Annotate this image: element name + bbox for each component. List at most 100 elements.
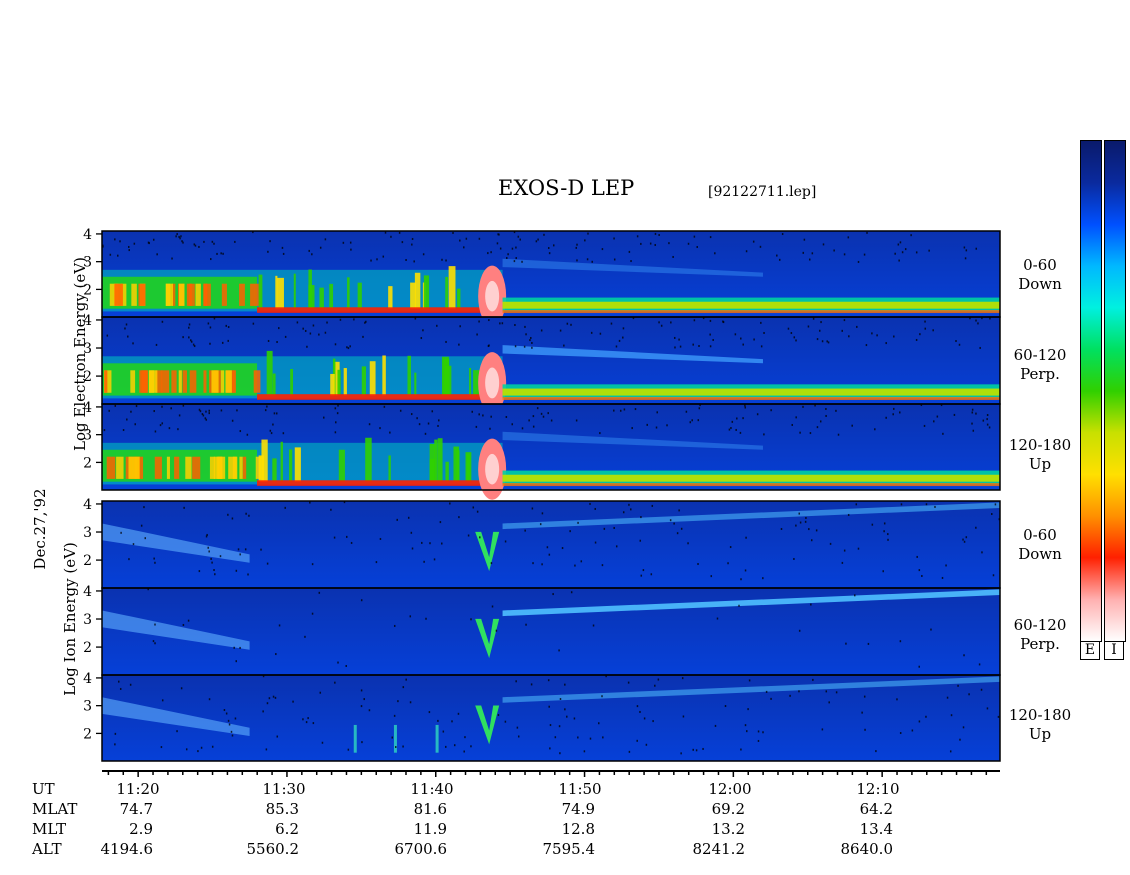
noise-dot: [687, 542, 689, 545]
noise-dot: [605, 675, 607, 678]
noise-dot: [180, 687, 183, 690]
hot-patch: [104, 370, 108, 393]
time-tick: [554, 771, 556, 775]
noise-dot: [592, 624, 595, 627]
hot-patch: [109, 283, 119, 306]
noise-dot: [559, 698, 562, 701]
noise-dot: [308, 249, 310, 252]
noise-dot: [746, 730, 748, 733]
noise-dot: [994, 503, 997, 506]
noise-dot: [919, 333, 921, 336]
noise-dot: [897, 243, 900, 246]
time-tick: [494, 771, 497, 775]
noise-dot: [735, 428, 737, 431]
noise-dot: [856, 325, 858, 328]
noise-dot: [133, 242, 136, 245]
noise-dot: [807, 325, 810, 328]
noise-dot: [745, 536, 747, 539]
noise-dot: [247, 573, 249, 576]
burst: [308, 269, 312, 309]
noise-dot: [278, 624, 281, 627]
noise-dot: [645, 743, 648, 746]
burst: [258, 274, 263, 309]
noise-dot: [227, 513, 229, 516]
noise-dot: [808, 528, 810, 531]
noise-dot: [413, 260, 415, 263]
noise-dot: [296, 321, 299, 324]
noise-dot: [601, 564, 604, 567]
noise-dot: [208, 409, 210, 412]
noise-dot: [122, 429, 125, 432]
time-tick: [687, 771, 690, 775]
noise-dot: [682, 715, 685, 718]
noise-dot: [376, 258, 378, 261]
low-red-band: [257, 394, 503, 400]
noise-dot: [276, 341, 278, 344]
noise-dot: [564, 683, 566, 686]
noise-dot: [345, 664, 347, 667]
noise-dot: [368, 709, 371, 712]
time-tick: [345, 771, 348, 775]
noise-dot: [722, 320, 724, 323]
noise-dot: [153, 410, 155, 413]
noise-dot: [740, 578, 742, 581]
noise-dot: [188, 336, 190, 339]
time-tick: [583, 771, 586, 777]
y-tick: [96, 503, 102, 505]
angle-range: 60-120: [1013, 616, 1067, 634]
noise-dot: [577, 521, 579, 524]
noise-dot: [505, 415, 508, 418]
ion-panel-2-label: 120-180 Up: [1000, 706, 1080, 744]
noise-dot: [144, 537, 147, 540]
hot-patch: [141, 370, 148, 393]
noise-dot: [334, 407, 337, 410]
noise-dot: [650, 573, 653, 576]
noise-dot: [239, 430, 242, 433]
noise-dot: [851, 424, 853, 427]
noise-dot: [656, 411, 658, 414]
noise-dot: [363, 698, 365, 701]
noise-dot: [811, 252, 814, 255]
noise-dot: [790, 332, 793, 335]
noise-dot: [379, 427, 381, 430]
noise-dot: [896, 698, 898, 701]
noise-dot: [399, 409, 402, 412]
noise-dot: [904, 248, 907, 251]
hot-patch: [220, 370, 225, 393]
noise-dot: [899, 241, 902, 244]
noise-dot: [272, 423, 274, 426]
noise-dot: [818, 329, 821, 332]
noise-dot: [702, 747, 704, 750]
noise-dot: [368, 423, 371, 426]
burst: [445, 276, 448, 309]
cell-mlat: 69.2: [711, 800, 745, 818]
row-label-alt: ALT: [32, 840, 62, 858]
noise-dot: [658, 233, 660, 236]
noise-dot: [986, 423, 989, 426]
noise-dot: [570, 323, 572, 326]
hot-patch: [174, 456, 180, 479]
noise-dot: [309, 332, 312, 335]
hot-patch: [171, 283, 176, 306]
hot-blob-core: [485, 367, 500, 399]
noise-dot: [339, 318, 342, 321]
noise-dot: [971, 422, 973, 425]
burst: [293, 273, 296, 309]
noise-dot: [489, 427, 491, 430]
noise-dot: [892, 413, 894, 416]
noise-dot: [103, 429, 106, 432]
angle-range: 60-120: [1013, 346, 1067, 364]
noise-dot: [793, 336, 796, 339]
noise-dot: [431, 410, 434, 413]
y-tick: [96, 646, 102, 648]
noise-dot: [312, 722, 315, 725]
noise-dot: [603, 527, 606, 530]
time-tick: [360, 771, 363, 775]
noise-dot: [640, 574, 643, 577]
noise-dot: [396, 518, 398, 521]
y-tick: [96, 406, 102, 408]
noise-dot: [573, 717, 576, 720]
hot-patch: [182, 370, 187, 393]
noise-dot: [383, 405, 386, 408]
noise-dot: [685, 410, 688, 413]
